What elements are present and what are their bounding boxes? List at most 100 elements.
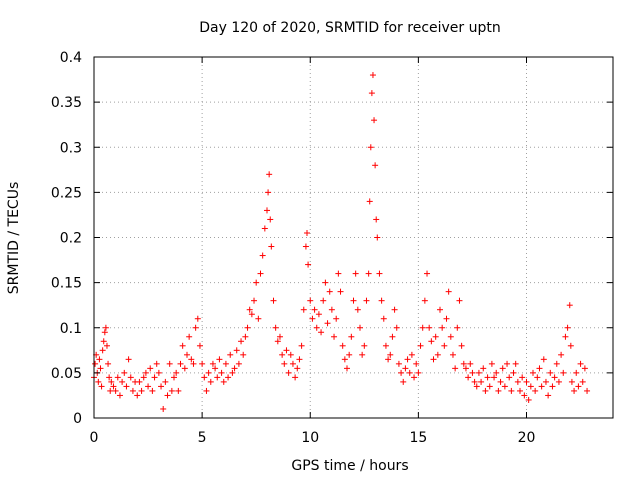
data-point <box>394 325 400 331</box>
data-point <box>92 361 98 367</box>
data-point <box>206 370 212 376</box>
data-point <box>139 388 145 394</box>
data-point <box>128 374 134 380</box>
data-point <box>443 316 449 322</box>
data-point <box>370 72 376 78</box>
data-point <box>97 365 103 371</box>
data-point <box>454 325 460 331</box>
data-point <box>459 343 465 349</box>
data-point <box>147 365 153 371</box>
data-point <box>162 379 168 385</box>
data-point <box>534 374 540 380</box>
data-point <box>400 379 406 385</box>
y-axis-label: SRMTID / TECUs <box>6 182 22 295</box>
data-point <box>126 356 132 362</box>
data-point <box>549 383 555 389</box>
data-point <box>363 298 369 304</box>
data-point <box>193 325 199 331</box>
data-point <box>396 361 402 367</box>
data-point <box>367 198 373 204</box>
data-point <box>554 361 560 367</box>
data-point <box>435 352 441 358</box>
data-point <box>379 298 385 304</box>
data-point <box>201 374 207 380</box>
data-point <box>338 289 344 295</box>
data-point <box>105 361 111 367</box>
data-point <box>478 379 484 385</box>
data-point <box>504 361 510 367</box>
data-point <box>331 334 337 340</box>
data-point <box>366 271 372 277</box>
data-point <box>489 361 495 367</box>
data-point <box>156 370 162 376</box>
data-point <box>103 325 109 331</box>
data-point <box>405 356 411 362</box>
data-point <box>182 365 188 371</box>
data-point <box>448 334 454 340</box>
data-point <box>420 325 426 331</box>
data-point <box>152 374 158 380</box>
data-point <box>160 406 166 412</box>
data-point <box>123 383 129 389</box>
data-point <box>532 388 538 394</box>
data-point <box>476 370 482 376</box>
data-point <box>411 374 417 380</box>
data-point <box>251 298 257 304</box>
data-point <box>368 144 374 150</box>
data-point <box>95 379 101 385</box>
data-point <box>158 383 164 389</box>
y-tick-label: 0.35 <box>51 95 82 111</box>
data-point <box>102 329 108 335</box>
data-point <box>530 370 536 376</box>
data-point <box>169 388 175 394</box>
y-tick-label: 0.15 <box>51 276 82 292</box>
data-point <box>467 361 473 367</box>
data-point <box>96 356 102 362</box>
data-point <box>568 343 574 349</box>
data-point <box>322 280 328 286</box>
data-point <box>428 338 434 344</box>
data-point <box>292 374 298 380</box>
data-point <box>318 329 324 335</box>
data-point <box>119 379 125 385</box>
data-point <box>482 388 488 394</box>
data-point <box>485 374 491 380</box>
data-point <box>374 235 380 241</box>
y-tick-label: 0.05 <box>51 366 82 382</box>
data-point <box>508 388 514 394</box>
data-point <box>376 271 382 277</box>
data-point <box>353 271 359 277</box>
data-point <box>369 90 375 96</box>
data-point <box>304 230 310 236</box>
data-point <box>130 388 136 394</box>
data-point <box>552 374 558 380</box>
data-point <box>511 370 517 376</box>
data-point <box>270 298 276 304</box>
data-point <box>567 302 573 308</box>
data-point <box>536 365 542 371</box>
data-point <box>309 316 315 322</box>
data-point <box>104 343 110 349</box>
data-point <box>268 244 274 250</box>
data-point <box>296 356 302 362</box>
data-point <box>305 262 311 268</box>
data-point <box>348 334 354 340</box>
data-point <box>450 352 456 358</box>
data-point <box>121 370 127 376</box>
data-point <box>340 343 346 349</box>
data-point <box>117 392 123 398</box>
data-point <box>184 352 190 358</box>
data-point <box>208 379 214 385</box>
data-point <box>575 383 581 389</box>
data-point <box>242 334 248 340</box>
data-point <box>513 361 519 367</box>
data-point <box>267 216 273 222</box>
data-point <box>307 298 313 304</box>
data-point <box>569 379 575 385</box>
data-point <box>253 280 259 286</box>
data-point <box>290 361 296 367</box>
data-point <box>238 338 244 344</box>
data-point <box>335 271 341 277</box>
chart-title: Day 120 of 2020, SRMTID for receiver upt… <box>199 20 501 36</box>
data-point <box>582 365 588 371</box>
